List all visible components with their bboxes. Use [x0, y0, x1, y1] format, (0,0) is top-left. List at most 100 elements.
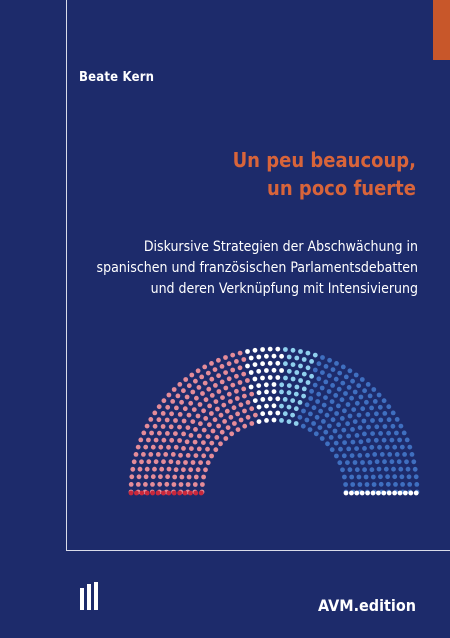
- seat-dot: [316, 361, 322, 367]
- seat-dot: [337, 370, 343, 376]
- seat-dot: [238, 402, 244, 408]
- seat-dot: [222, 419, 228, 424]
- seat-dot: [404, 437, 410, 443]
- seat-dot: [181, 431, 187, 437]
- seat-dot: [226, 376, 232, 382]
- seat-dot: [340, 380, 346, 386]
- seat-dot: [260, 361, 265, 367]
- seat-dot: [173, 467, 179, 473]
- seat-dot: [393, 482, 398, 487]
- seat-dot: [256, 419, 262, 424]
- seat-dot: [245, 378, 250, 383]
- seat-dot: [357, 453, 363, 458]
- seat-dot: [359, 377, 365, 382]
- seat-dot: [378, 431, 383, 436]
- seat-dot: [328, 406, 333, 412]
- seat-dot: [373, 437, 379, 443]
- seat-dot: [178, 452, 183, 458]
- seat-dot: [362, 431, 367, 437]
- seat-dot: [207, 422, 212, 428]
- seat-dot: [329, 399, 335, 404]
- seat-dot: [148, 417, 154, 422]
- seat-dot: [253, 412, 258, 418]
- seat-dot: [190, 419, 196, 424]
- seat-dot: [177, 382, 183, 387]
- seat-dot: [209, 361, 214, 366]
- seat-dot: [333, 376, 339, 382]
- avm-bars-icon: [80, 582, 98, 610]
- seat-dot: [271, 367, 277, 373]
- seat-dot: [169, 437, 175, 443]
- seat-dot: [309, 359, 314, 364]
- seat-dot: [341, 453, 347, 459]
- seat-dot: [152, 423, 158, 429]
- seat-dot: [179, 474, 185, 480]
- seat-dot: [168, 424, 174, 430]
- seat-dot: [346, 433, 351, 439]
- seat-dot: [267, 396, 273, 402]
- seat-dot: [386, 430, 391, 436]
- seat-dot: [357, 482, 363, 487]
- seat-dot-white: [381, 490, 387, 496]
- seat-dot: [245, 349, 250, 354]
- seat-dot: [149, 430, 155, 436]
- seat-dot: [398, 466, 404, 472]
- seat-dot: [245, 414, 251, 420]
- seat-dot: [339, 397, 345, 403]
- seat-dot: [194, 395, 199, 401]
- seat-dot: [166, 466, 172, 472]
- seat-dot: [379, 452, 385, 457]
- seat-dot: [188, 400, 194, 406]
- seat-dot: [345, 460, 350, 465]
- seat-dot: [365, 382, 371, 387]
- seat-dot: [286, 368, 292, 374]
- seat-dot: [330, 367, 336, 372]
- seat-dot: [195, 368, 201, 374]
- seat-dot-white: [370, 490, 376, 496]
- seat-dot: [256, 383, 262, 388]
- seat-dot: [230, 367, 236, 373]
- seat-dot: [271, 382, 277, 387]
- subtitle-line-1: Diskursive Strategien der Abschwächung i…: [143, 239, 418, 255]
- seat-dot: [293, 406, 299, 412]
- seat-dot: [252, 347, 258, 353]
- seat-dot-red: [171, 490, 177, 496]
- seat-dot-red: [177, 490, 183, 496]
- seat-dot: [143, 474, 149, 480]
- seat-dot: [165, 474, 171, 480]
- seat-dot-white: [392, 490, 397, 496]
- seat-dot-red: [128, 490, 134, 496]
- seat-dot: [138, 437, 144, 443]
- seat-dot: [371, 387, 377, 392]
- seat-dot: [161, 398, 167, 404]
- seat-dot: [173, 431, 178, 436]
- seat-dot: [370, 431, 375, 436]
- seat-dot: [311, 421, 316, 426]
- seat-dot: [340, 467, 345, 473]
- seat-dot: [189, 372, 195, 378]
- seat-dot: [370, 474, 376, 480]
- seat-dot: [205, 370, 211, 376]
- seat-dot: [252, 376, 258, 382]
- seat-dot-red: [182, 490, 188, 496]
- seat-dot: [130, 466, 136, 472]
- seat-dot-white: [386, 490, 392, 496]
- seat-dot: [198, 421, 203, 427]
- seat-dot: [219, 429, 225, 435]
- seat-dot: [316, 376, 322, 382]
- seat-dot: [230, 352, 236, 358]
- seat-dot: [260, 375, 265, 381]
- seat-dot: [200, 391, 205, 396]
- seat-dot: [364, 482, 370, 487]
- seat-dot: [319, 385, 325, 391]
- seat-dot: [135, 482, 141, 487]
- seat-dot: [407, 482, 413, 487]
- seat-dot: [228, 414, 234, 420]
- seat-dot: [366, 424, 371, 430]
- seat-dot: [202, 364, 208, 370]
- seat-dot: [409, 452, 415, 457]
- seat-dot: [301, 386, 307, 392]
- seat-dot: [264, 403, 269, 409]
- book-title: Un peu beaucoup, un poco fuerte: [86, 146, 416, 202]
- seat-dot: [330, 417, 336, 423]
